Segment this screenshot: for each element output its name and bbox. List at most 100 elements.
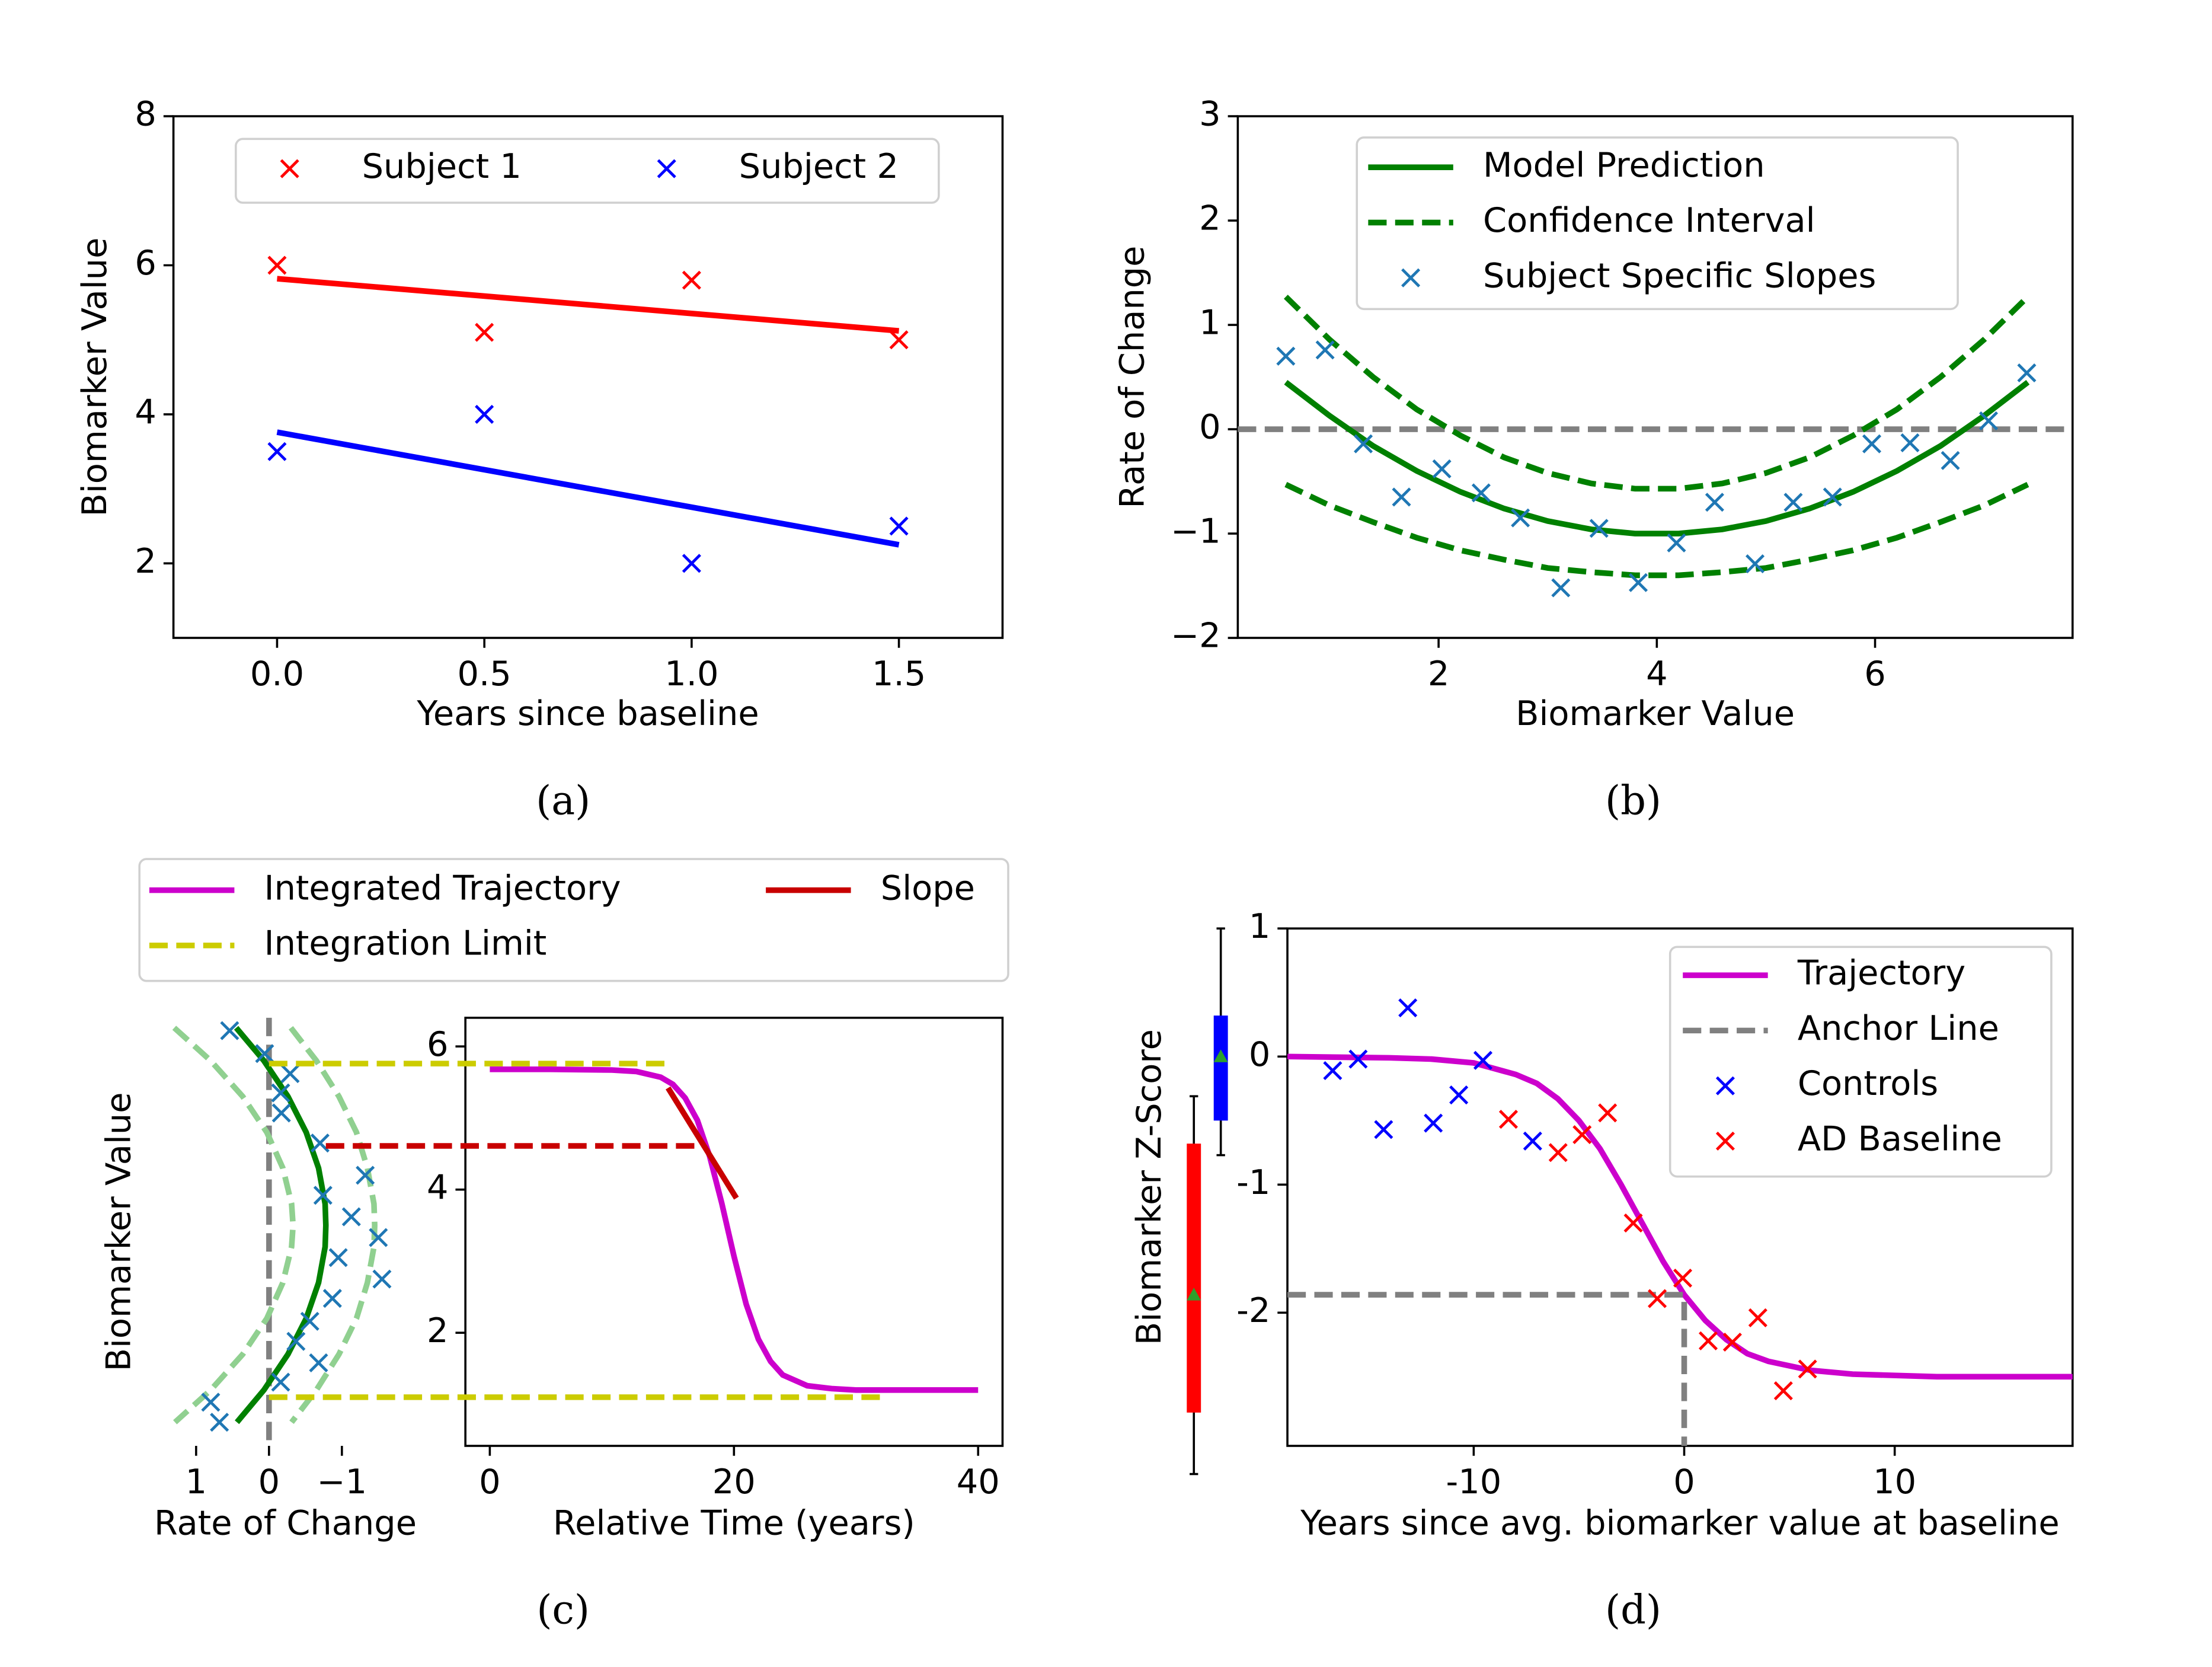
legend-label: Subject 2 [739,146,899,186]
x-marker [1354,434,1373,454]
line [1287,1292,1687,1446]
x-marker [1424,1113,1443,1133]
y-tick-label: 1 [1199,303,1221,343]
x-marker [475,404,494,424]
box [1187,1144,1201,1413]
x-marker [1673,1268,1693,1288]
x-axis-label: Years since avg. biomarker value at base… [1300,1503,2059,1543]
y-tick-label: −2 [1171,616,1221,656]
x-marker [372,1269,392,1289]
x-marker [313,1186,333,1205]
x-marker [1398,998,1418,1018]
x-tick-label: 1.0 [664,654,718,694]
legend-label: Subject 1 [362,146,522,186]
line [1284,380,2030,536]
x-marker [300,1311,319,1331]
x-marker [328,1248,348,1267]
legend-label: Slope [881,868,975,908]
legend-marker [1401,268,1421,288]
x-marker [286,1331,306,1351]
caption: (d) [1605,1587,1661,1633]
x-tick-label: 40 [957,1462,1000,1502]
x-marker [1473,1050,1493,1070]
x-tick-label: -10 [1446,1462,1502,1502]
line [172,1026,296,1425]
y-tick-label: 2 [427,1311,449,1350]
x-marker [1471,483,1491,503]
y-tick-label: 2 [1199,199,1221,238]
legend-label: Controls [1798,1064,1938,1103]
x-marker [1348,1049,1368,1069]
x-marker [682,554,701,573]
x-marker [356,1165,375,1185]
y-tick-label: 0 [1199,407,1221,447]
x-marker [1511,508,1530,528]
line [276,429,900,548]
y-tick-label: 8 [135,94,156,134]
y-tick-label: −1 [1171,512,1221,551]
legend-label: Integration Limit [264,924,547,963]
legend-box [235,138,940,204]
x-marker [1698,1331,1718,1350]
line [277,276,900,334]
x-marker [1589,519,1609,538]
x-marker [1523,1131,1542,1151]
x-marker [889,330,909,350]
x-axis-label: Biomarker Value [1516,694,1795,733]
x-marker [210,1413,229,1432]
y-tick-label: -2 [1236,1291,1270,1330]
x-marker [1449,1085,1469,1105]
x-tick-label: −1 [317,1462,367,1502]
box [1213,1015,1228,1121]
y-tick-label: 4 [135,392,156,432]
axes-frame [172,115,1004,639]
x-marker [310,1133,330,1153]
x-marker [1548,1143,1568,1163]
y-axis-label: Rate of Change [1112,246,1152,509]
legend-marker [1715,1076,1735,1096]
x-marker [1941,451,1960,470]
x-marker [280,1064,300,1084]
legend-label: Confidence Interval [1483,200,1815,240]
x-marker [322,1289,342,1308]
x-marker [1862,434,1882,454]
x-marker [2017,363,2037,383]
x-tick-label: 6 [1864,654,1886,694]
mean-marker [1213,1049,1228,1062]
x-tick-label: 0 [1673,1462,1695,1502]
line [490,1066,979,1393]
x-tick-label: 0.0 [250,654,304,694]
y-tick-label: 3 [1199,94,1221,134]
x-marker [1667,533,1686,553]
legend-marker [657,159,676,178]
line [1284,295,2030,492]
legend-box [1356,136,1959,311]
x-marker [201,1393,220,1412]
x-marker [1629,573,1648,592]
y-tick-label: 0 [1249,1034,1271,1074]
x-tick-label: 10 [1873,1462,1916,1502]
x-marker [267,442,287,461]
y-axis-label: Biomarker Value [75,238,114,517]
caption: (a) [536,777,590,823]
x-marker [1572,1125,1592,1145]
line [234,1026,329,1425]
legend-label: Anchor Line [1798,1008,1999,1048]
x-marker [341,1207,361,1227]
x-marker [1551,578,1571,598]
y-tick-label: 2 [135,541,156,581]
x-marker [309,1353,328,1372]
line [1284,482,2029,579]
x-marker [271,1103,291,1123]
x-marker [369,1228,388,1247]
x-tick-label: 4 [1646,654,1668,694]
x-marker [1432,459,1452,478]
x-marker [1978,411,1999,431]
x-marker [220,1021,239,1040]
x-marker [1748,1308,1767,1327]
x-marker [1798,1359,1817,1379]
x-tick-label: 2 [1428,654,1450,694]
x-marker [1392,487,1411,507]
x-marker [255,1044,274,1064]
x-marker [1745,554,1765,574]
